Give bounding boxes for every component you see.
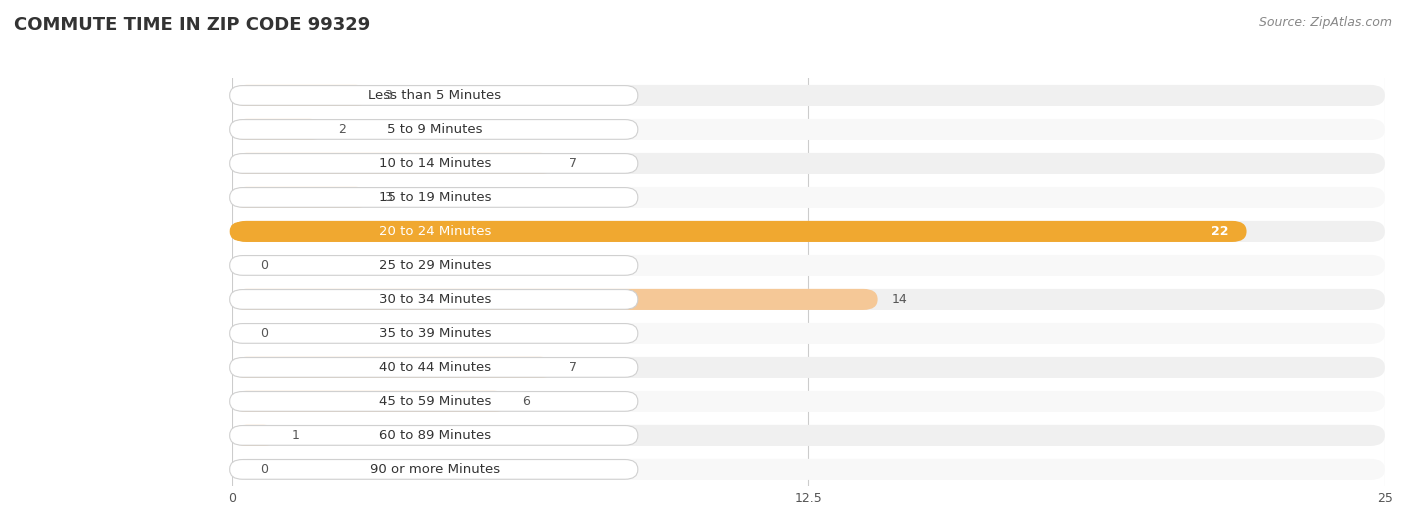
Text: 25 to 29 Minutes: 25 to 29 Minutes	[378, 259, 491, 272]
Text: 14: 14	[891, 293, 907, 306]
FancyBboxPatch shape	[232, 391, 1385, 412]
FancyBboxPatch shape	[232, 221, 1385, 242]
FancyBboxPatch shape	[229, 188, 638, 207]
Text: 30 to 34 Minutes: 30 to 34 Minutes	[378, 293, 491, 306]
FancyBboxPatch shape	[232, 357, 1385, 378]
Text: 35 to 39 Minutes: 35 to 39 Minutes	[378, 327, 491, 340]
FancyBboxPatch shape	[232, 221, 1247, 242]
Text: 15 to 19 Minutes: 15 to 19 Minutes	[378, 191, 491, 204]
FancyBboxPatch shape	[232, 85, 1385, 106]
FancyBboxPatch shape	[229, 86, 638, 105]
FancyBboxPatch shape	[232, 425, 1385, 446]
FancyBboxPatch shape	[232, 289, 1385, 310]
Text: 1: 1	[292, 429, 299, 442]
FancyBboxPatch shape	[229, 426, 638, 445]
Text: 0: 0	[260, 327, 267, 340]
Text: Source: ZipAtlas.com: Source: ZipAtlas.com	[1258, 16, 1392, 29]
FancyBboxPatch shape	[229, 154, 638, 173]
FancyBboxPatch shape	[232, 85, 370, 106]
FancyBboxPatch shape	[229, 120, 638, 139]
Text: 40 to 44 Minutes: 40 to 44 Minutes	[378, 361, 491, 374]
Text: 90 or more Minutes: 90 or more Minutes	[370, 463, 501, 476]
Text: 20 to 24 Minutes: 20 to 24 Minutes	[378, 225, 491, 238]
Text: 7: 7	[568, 361, 576, 374]
Text: 7: 7	[568, 157, 576, 170]
Text: 0: 0	[260, 463, 267, 476]
FancyBboxPatch shape	[232, 119, 1385, 140]
FancyBboxPatch shape	[232, 187, 1385, 208]
FancyBboxPatch shape	[229, 290, 638, 309]
Text: 6: 6	[523, 395, 530, 408]
Text: 3: 3	[384, 89, 392, 102]
FancyBboxPatch shape	[232, 255, 1385, 276]
Text: 45 to 59 Minutes: 45 to 59 Minutes	[378, 395, 491, 408]
FancyBboxPatch shape	[232, 153, 1385, 174]
Text: 60 to 89 Minutes: 60 to 89 Minutes	[378, 429, 491, 442]
Text: 22: 22	[1211, 225, 1227, 238]
FancyBboxPatch shape	[232, 153, 555, 174]
FancyBboxPatch shape	[229, 460, 638, 479]
FancyBboxPatch shape	[232, 289, 877, 310]
FancyBboxPatch shape	[229, 324, 638, 343]
FancyBboxPatch shape	[232, 459, 1385, 480]
FancyBboxPatch shape	[229, 358, 638, 377]
FancyBboxPatch shape	[232, 119, 325, 140]
FancyBboxPatch shape	[229, 392, 638, 411]
FancyBboxPatch shape	[232, 425, 278, 446]
FancyBboxPatch shape	[232, 187, 370, 208]
Text: 5 to 9 Minutes: 5 to 9 Minutes	[387, 123, 482, 136]
Text: 3: 3	[384, 191, 392, 204]
Text: COMMUTE TIME IN ZIP CODE 99329: COMMUTE TIME IN ZIP CODE 99329	[14, 16, 370, 33]
FancyBboxPatch shape	[229, 222, 638, 241]
Text: 10 to 14 Minutes: 10 to 14 Minutes	[378, 157, 491, 170]
Text: 0: 0	[260, 259, 267, 272]
Text: 2: 2	[337, 123, 346, 136]
Text: Less than 5 Minutes: Less than 5 Minutes	[368, 89, 502, 102]
FancyBboxPatch shape	[232, 391, 509, 412]
FancyBboxPatch shape	[232, 323, 1385, 344]
FancyBboxPatch shape	[232, 357, 555, 378]
FancyBboxPatch shape	[229, 256, 638, 275]
